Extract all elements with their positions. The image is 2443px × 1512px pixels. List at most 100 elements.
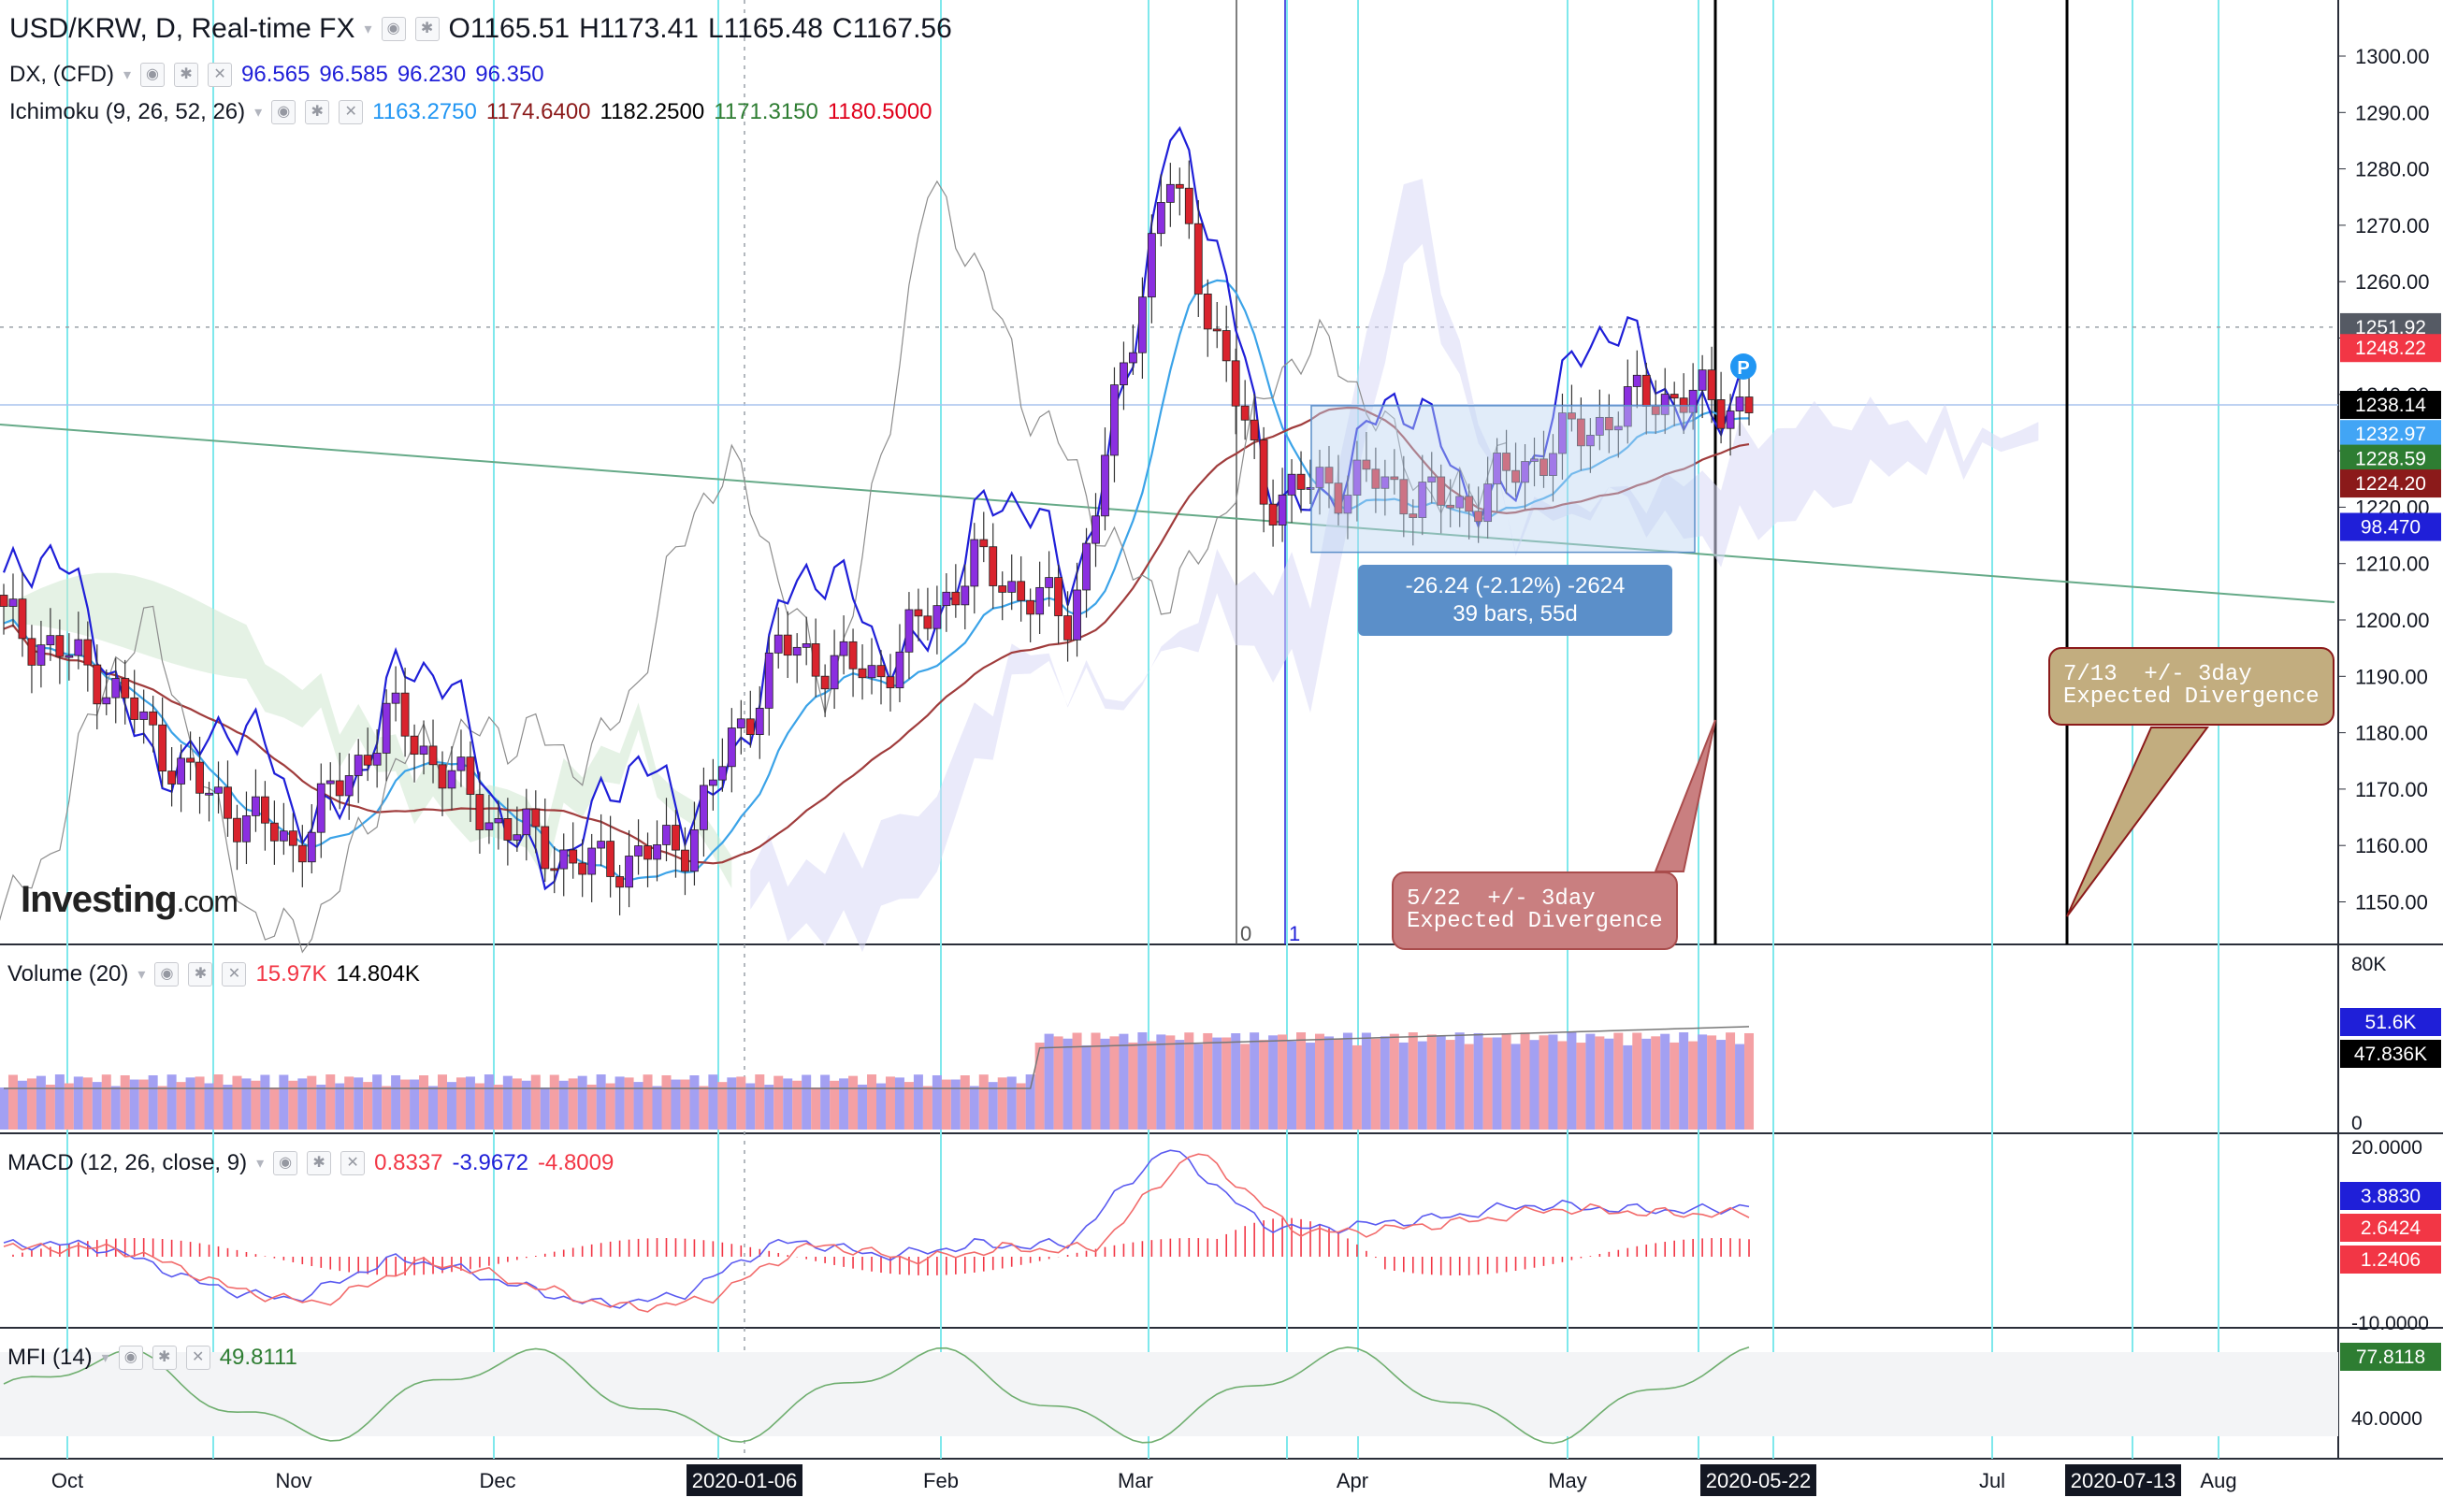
ichimoku-label[interactable]: Ichimoku (9, 26, 52, 26) <box>9 99 246 124</box>
candle-body <box>335 780 344 797</box>
volume-bar <box>858 1084 868 1130</box>
volume-axis-label: 80K <box>2351 954 2386 975</box>
volume-bar <box>129 1079 139 1130</box>
candle-body <box>1110 384 1119 456</box>
volume-bar <box>1315 1033 1324 1130</box>
price-badge <box>2340 444 2441 473</box>
candle-body <box>672 825 680 851</box>
candle-body <box>297 844 307 863</box>
candle-body <box>1521 461 1529 483</box>
candle-body <box>653 844 661 860</box>
volume-bar <box>325 1074 336 1130</box>
candle-body <box>456 756 466 771</box>
close-icon[interactable]: ✕ <box>339 100 364 124</box>
candle-body <box>1623 386 1632 427</box>
volume-bar <box>1679 1032 1689 1130</box>
candle-body <box>1465 496 1474 512</box>
measure-tooltip: -26.24 (-2.12%) -2624 39 bars, 55d <box>1358 565 1672 636</box>
candle-body <box>36 644 46 666</box>
callout-note-july[interactable]: 7/13 +/- 3day Expected Divergence <box>2048 647 2335 726</box>
volume-bar <box>1426 1034 1437 1130</box>
candle-body <box>1493 453 1501 484</box>
gear-icon[interactable]: ✱ <box>414 17 440 41</box>
candle-body <box>1082 542 1091 591</box>
mfi-label[interactable]: MFI (14) <box>7 1345 93 1370</box>
candle-body <box>1017 581 1026 601</box>
candle-body <box>1138 296 1147 353</box>
close-icon[interactable]: ✕ <box>185 1346 210 1370</box>
macd-axis-label: 20.0000 <box>2351 1137 2422 1159</box>
eye-icon[interactable]: ◉ <box>154 962 180 986</box>
volume-bar <box>1044 1033 1054 1130</box>
candle-body <box>783 634 792 656</box>
macd-badge-label: 2.6424 <box>2361 1217 2421 1239</box>
eye-icon[interactable]: ◉ <box>381 17 406 41</box>
volume-bar <box>1053 1036 1063 1130</box>
gear-icon[interactable]: ✱ <box>174 63 199 87</box>
chevron-down-icon[interactable]: ▾ <box>254 105 263 121</box>
volume-bar <box>176 1082 186 1130</box>
candle-body <box>344 775 354 797</box>
volume-bar <box>1511 1044 1521 1130</box>
volume-bar <box>0 1087 8 1130</box>
chevron-down-icon[interactable]: ▾ <box>123 67 132 83</box>
close-icon[interactable]: ✕ <box>208 63 233 87</box>
chevron-down-icon[interactable]: ▾ <box>101 1350 109 1366</box>
close-icon[interactable]: ✕ <box>340 1151 366 1175</box>
price-badge-label: 1248.22 <box>2355 338 2426 359</box>
price-badge <box>2340 391 2441 420</box>
volume-bar <box>1604 1038 1614 1130</box>
dx-label[interactable]: DX, (CFD) <box>9 62 114 87</box>
symbol-title[interactable]: USD/KRW, D, Real-time FX <box>9 13 355 44</box>
candle-body <box>382 702 391 754</box>
volume-bar <box>1250 1032 1260 1130</box>
candle-body <box>1222 330 1231 362</box>
macd-label[interactable]: MACD (12, 26, close, 9) <box>7 1150 248 1175</box>
volume-bar <box>1651 1036 1661 1130</box>
eye-icon[interactable]: ◉ <box>118 1346 143 1370</box>
candle-body <box>1362 459 1371 470</box>
eye-icon[interactable]: ◉ <box>271 100 296 124</box>
gear-icon[interactable]: ✱ <box>305 100 330 124</box>
candle-body <box>102 697 111 705</box>
eye-icon[interactable]: ◉ <box>140 63 166 87</box>
candle-body <box>1502 453 1511 471</box>
callout-note-may[interactable]: 5/22 +/- 3day Expected Divergence <box>1392 871 1678 950</box>
volume-bar <box>438 1074 447 1130</box>
price-badge-label: 1232.97 <box>2355 424 2426 445</box>
candle-body <box>717 766 727 781</box>
candle-body <box>1231 360 1240 407</box>
macd-signal-value: -4.8009 <box>537 1150 614 1175</box>
mfi-line <box>3 1346 1750 1445</box>
volume-bar <box>1287 1041 1297 1130</box>
chevron-down-icon[interactable]: ▾ <box>256 1156 265 1172</box>
volume-label[interactable]: Volume (20) <box>7 961 129 986</box>
eye-icon[interactable]: ◉ <box>273 1151 298 1175</box>
volume-bar <box>848 1075 859 1130</box>
chevron-down-icon[interactable]: ▾ <box>364 22 372 37</box>
candle-body <box>1540 458 1548 476</box>
gear-icon[interactable]: ✱ <box>307 1151 332 1175</box>
volume-bar <box>745 1083 756 1130</box>
gear-icon[interactable]: ✱ <box>188 962 213 986</box>
volume-bar <box>1268 1035 1279 1130</box>
candle-body <box>1334 482 1343 514</box>
chevron-down-icon[interactable]: ▾ <box>137 967 146 983</box>
time-axis-label: 2020-07-13 <box>2071 1469 2176 1492</box>
candle-body <box>634 845 643 857</box>
price-tick-label: 1190.00 <box>2355 665 2428 688</box>
candle-body <box>979 539 989 548</box>
price-tick-label: 1260.00 <box>2355 270 2430 294</box>
candle-body <box>1306 486 1315 490</box>
gear-icon[interactable]: ✱ <box>152 1346 177 1370</box>
close-icon[interactable]: ✕ <box>222 962 247 986</box>
volume-bar <box>138 1079 149 1130</box>
candle-body <box>1371 468 1381 489</box>
volume-bar <box>213 1074 224 1130</box>
volume-bar <box>1352 1044 1362 1130</box>
candle-body <box>46 635 55 646</box>
candle-body <box>1324 467 1334 484</box>
